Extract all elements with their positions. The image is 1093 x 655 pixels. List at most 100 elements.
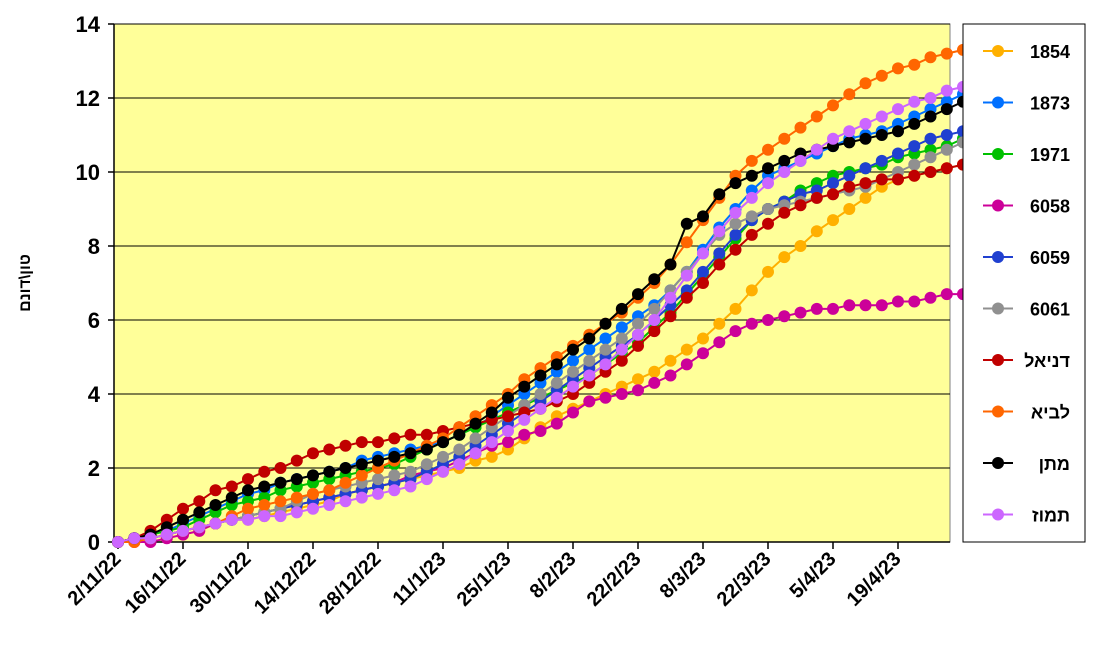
data-point xyxy=(697,332,709,345)
data-point xyxy=(518,380,531,393)
data-point xyxy=(209,484,222,497)
data-point xyxy=(615,343,628,356)
data-point xyxy=(697,210,709,223)
data-point xyxy=(729,206,742,219)
data-point xyxy=(112,536,124,548)
data-point xyxy=(307,469,319,482)
data-point xyxy=(177,513,189,526)
data-point xyxy=(567,365,579,378)
data-point xyxy=(632,339,644,352)
data-point xyxy=(664,291,677,304)
data-point xyxy=(242,513,254,526)
data-point xyxy=(632,373,644,386)
data-point xyxy=(648,365,661,378)
data-point xyxy=(193,506,206,519)
data-point xyxy=(567,354,579,367)
data-point xyxy=(290,506,303,519)
data-point xyxy=(875,299,888,312)
legend-label: 1873 xyxy=(1030,94,1070,114)
y-tick-label: 4 xyxy=(88,382,101,407)
data-point xyxy=(307,502,319,515)
legend-swatch-marker xyxy=(992,508,1004,521)
data-point xyxy=(859,191,872,204)
data-point xyxy=(599,332,612,345)
data-point xyxy=(908,169,921,182)
data-point xyxy=(745,228,758,241)
data-point xyxy=(713,225,726,238)
legend-item: 1873 xyxy=(983,94,1070,114)
data-point xyxy=(323,484,336,497)
y-tick-label: 10 xyxy=(76,160,100,185)
data-point xyxy=(388,484,401,497)
data-point xyxy=(339,476,352,489)
data-point xyxy=(534,402,547,415)
data-point xyxy=(437,450,449,463)
data-point xyxy=(372,454,384,467)
data-point xyxy=(778,154,791,167)
data-point xyxy=(404,428,417,441)
legend-label: 6058 xyxy=(1030,197,1070,217)
x-tick-label: 14/12/22 xyxy=(250,548,321,619)
data-point xyxy=(794,306,807,319)
data-point xyxy=(843,169,856,182)
legend: 1854 1873 1971 6058 6059 6061 דניאל לביא מתן תמוז xyxy=(983,42,1070,526)
data-point xyxy=(372,436,384,449)
data-point xyxy=(843,180,856,193)
data-point xyxy=(648,376,661,389)
data-point xyxy=(534,369,547,382)
data-point xyxy=(713,317,726,330)
data-point xyxy=(940,103,953,116)
data-point xyxy=(420,443,433,456)
data-point xyxy=(258,510,271,523)
data-point xyxy=(502,391,514,404)
data-point xyxy=(697,265,709,278)
data-point xyxy=(729,217,742,230)
data-point xyxy=(583,343,596,356)
data-point xyxy=(469,447,482,460)
data-point xyxy=(420,458,433,471)
data-point xyxy=(729,228,742,241)
y-tick-label: 2 xyxy=(88,456,100,481)
data-point xyxy=(859,77,872,90)
data-point xyxy=(274,462,287,474)
data-point xyxy=(258,465,271,478)
data-point xyxy=(940,47,953,60)
data-point xyxy=(794,121,807,134)
data-point xyxy=(583,369,596,382)
legend-item: 1971 xyxy=(983,145,1070,165)
data-point xyxy=(339,462,352,474)
data-point xyxy=(664,354,677,367)
data-point xyxy=(339,439,352,452)
x-tick-label: 19/4/23 xyxy=(843,548,906,611)
data-point xyxy=(648,325,661,338)
legend-item: 6059 xyxy=(983,248,1070,268)
data-point xyxy=(908,95,921,108)
data-point xyxy=(420,428,433,441)
data-point xyxy=(745,317,758,330)
legend-swatch-marker xyxy=(992,302,1004,315)
data-point xyxy=(290,454,303,467)
data-point xyxy=(258,499,271,511)
data-point xyxy=(680,291,693,304)
gridlines xyxy=(114,23,950,469)
legend-item: 1854 xyxy=(983,42,1070,62)
data-point xyxy=(729,177,742,190)
legend-item: דניאל xyxy=(983,351,1070,371)
data-point xyxy=(713,188,726,201)
data-point xyxy=(810,191,823,204)
data-point xyxy=(697,347,709,360)
data-point xyxy=(908,117,921,130)
data-point xyxy=(242,502,254,515)
series-group xyxy=(112,36,986,548)
data-point xyxy=(875,110,888,123)
data-point xyxy=(274,495,287,508)
y-tick-label: 0 xyxy=(88,530,100,555)
data-point xyxy=(225,491,238,504)
data-point xyxy=(810,302,823,315)
data-point xyxy=(940,162,953,175)
data-point xyxy=(615,302,628,315)
data-point xyxy=(810,225,823,238)
data-point xyxy=(827,188,839,201)
data-point xyxy=(713,258,726,271)
data-point xyxy=(778,166,791,178)
